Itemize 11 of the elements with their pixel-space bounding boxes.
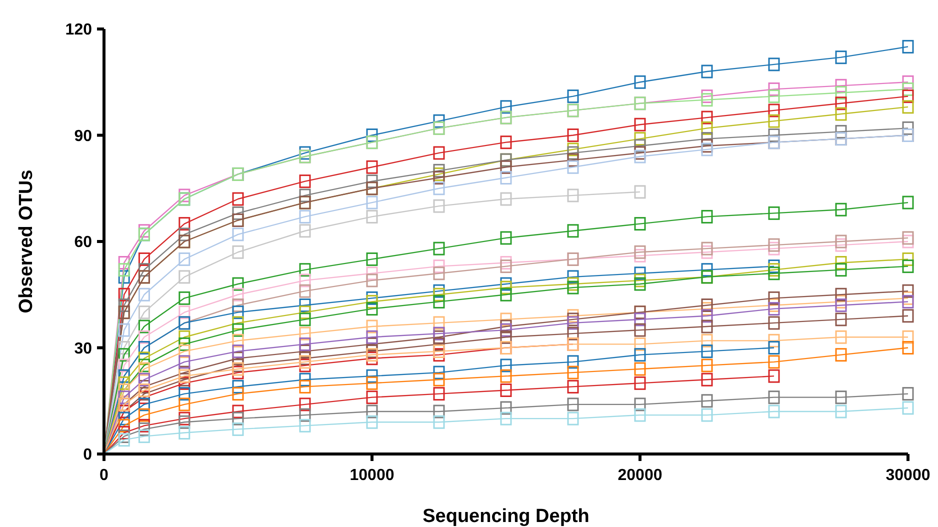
y-tick-label: 90: [74, 128, 92, 145]
x-tick-label: 30000: [886, 467, 930, 484]
x-tick-label: 10000: [350, 467, 394, 484]
y-tick-label: 0: [83, 446, 92, 464]
y-tick-label: 120: [65, 22, 92, 39]
y-tick-label: 30: [74, 340, 92, 358]
x-tick-label: 20000: [618, 467, 662, 484]
y-axis-title: Observed OTUs: [16, 170, 37, 314]
x-tick-label: 0: [100, 467, 109, 484]
x-axis-title: Sequencing Depth: [422, 506, 590, 527]
y-tick-label: 60: [74, 234, 92, 252]
